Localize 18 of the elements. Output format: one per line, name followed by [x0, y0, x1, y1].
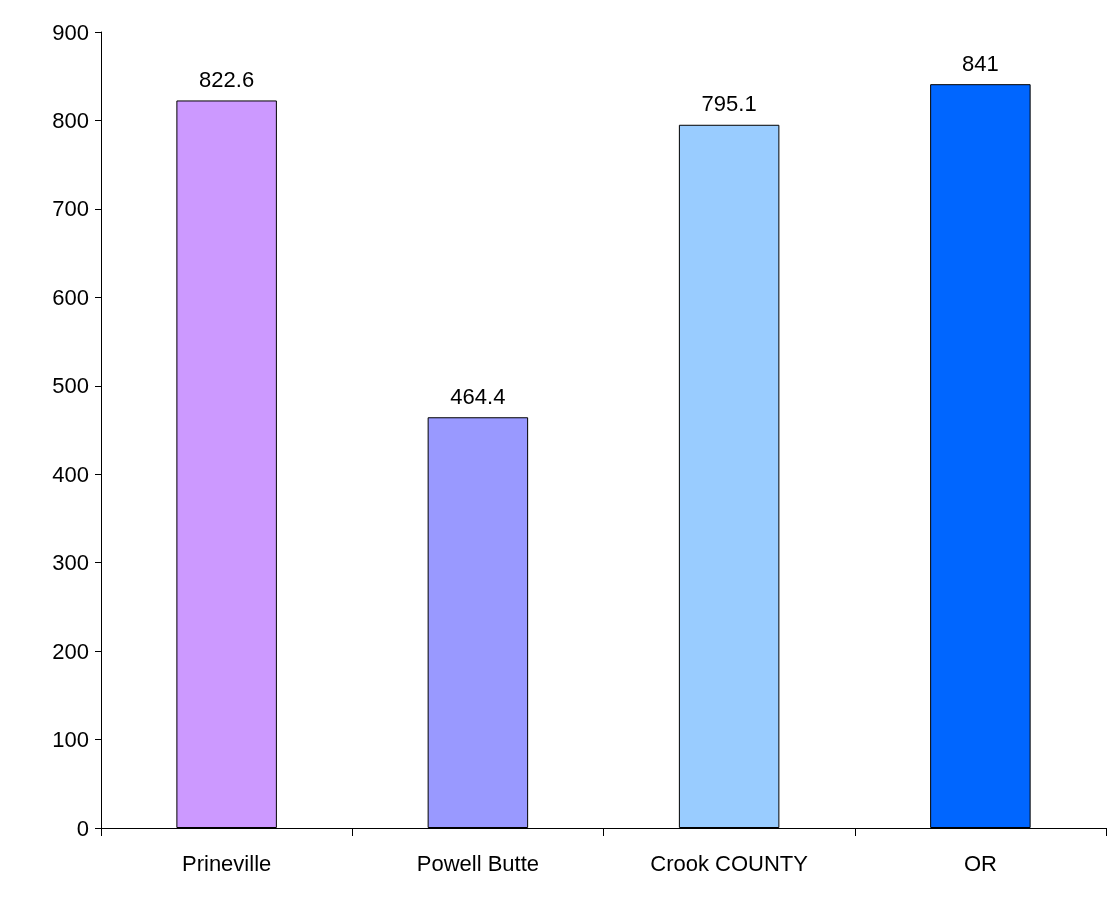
y-tick-label: 600 [52, 284, 89, 310]
y-tick-label: 700 [52, 196, 89, 222]
y-tick-label: 200 [52, 638, 89, 664]
y-tick-label: 500 [52, 373, 89, 399]
data-label: 841 [962, 50, 999, 76]
data-label: 464.4 [450, 383, 506, 409]
data-label: 795.1 [701, 91, 757, 117]
x-tick-label: Prineville [181, 850, 272, 876]
y-tick-label: 400 [52, 461, 89, 487]
x-tick-label: Crook COUNTY [650, 850, 809, 876]
y-tick-label: 100 [52, 727, 89, 753]
y-tick-label: 300 [52, 550, 89, 576]
y-tick-label: 0 [76, 815, 89, 841]
y-tick-label: 800 [52, 107, 89, 133]
y-tick-label: 900 [52, 19, 89, 45]
x-tick-label: OR [963, 850, 997, 876]
data-label: 822.6 [199, 66, 255, 92]
x-tick-label: Powell Butte [416, 850, 540, 876]
